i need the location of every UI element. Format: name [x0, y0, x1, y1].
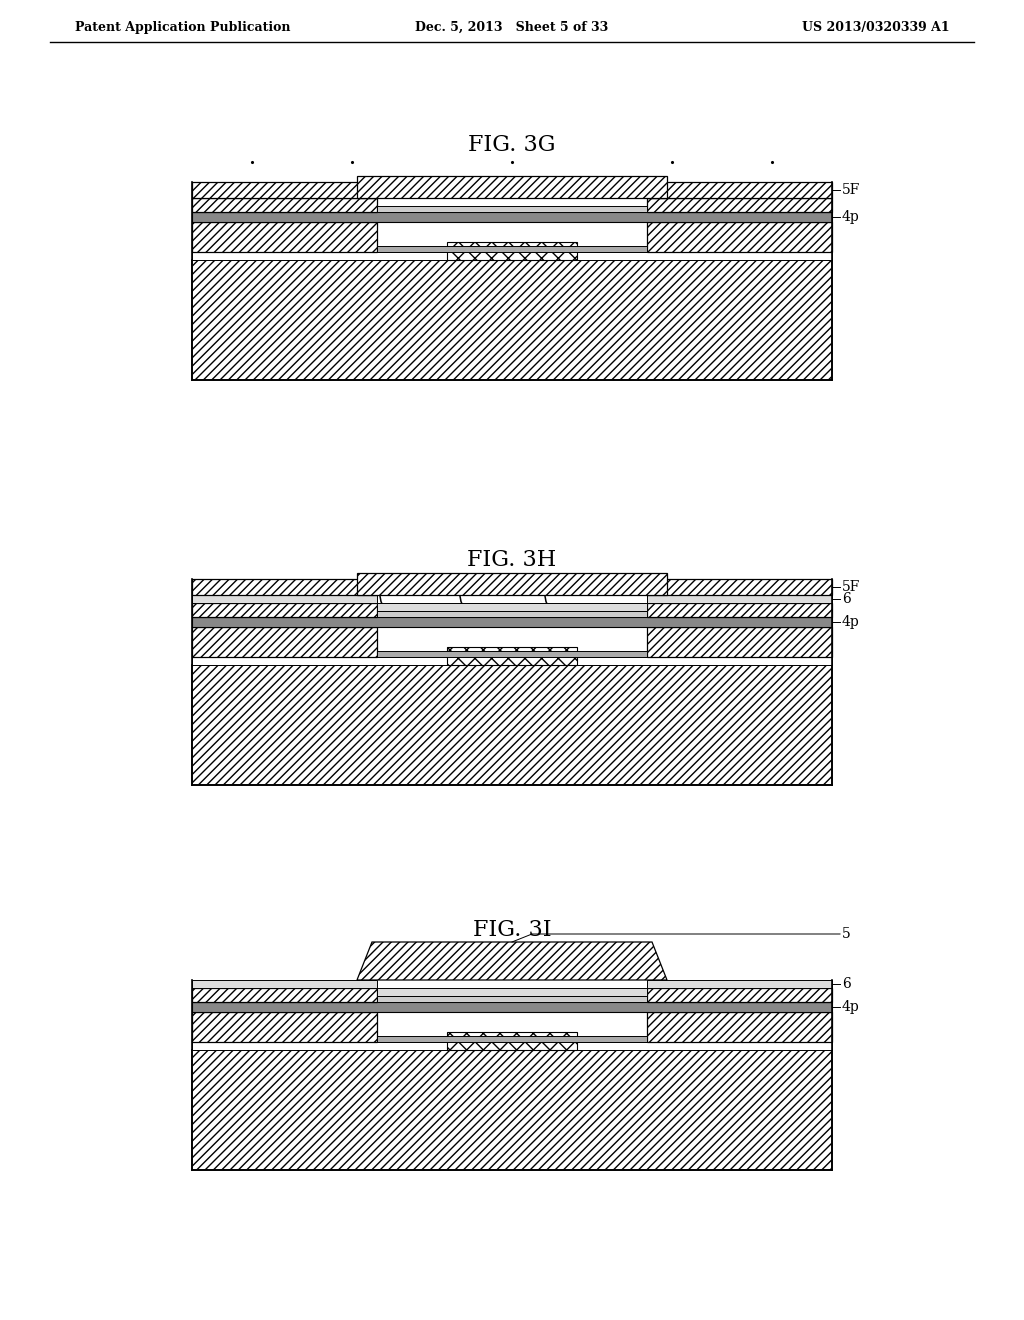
- Text: 4p: 4p: [842, 210, 860, 224]
- Bar: [193, 616, 831, 627]
- Bar: [647, 579, 831, 595]
- Text: Patent Application Publication: Patent Application Publication: [75, 21, 291, 33]
- Text: 6: 6: [842, 591, 851, 606]
- Bar: [193, 1012, 377, 1041]
- Bar: [357, 176, 667, 198]
- Text: 6: 6: [842, 977, 851, 991]
- Bar: [647, 627, 831, 657]
- Text: FIG. 3I: FIG. 3I: [473, 919, 551, 941]
- Bar: [193, 260, 831, 380]
- Bar: [647, 182, 831, 198]
- Bar: [647, 1012, 831, 1041]
- Bar: [647, 987, 831, 1002]
- Bar: [377, 611, 647, 616]
- Bar: [447, 242, 577, 260]
- Bar: [193, 657, 831, 665]
- Text: 5: 5: [842, 927, 851, 941]
- Text: FIG. 3G: FIG. 3G: [468, 135, 556, 156]
- Text: Dec. 5, 2013   Sheet 5 of 33: Dec. 5, 2013 Sheet 5 of 33: [416, 21, 608, 33]
- Bar: [647, 198, 831, 213]
- Bar: [377, 206, 647, 213]
- Bar: [377, 997, 647, 1002]
- Bar: [193, 222, 377, 252]
- Bar: [357, 573, 667, 595]
- Text: 4p: 4p: [842, 615, 860, 630]
- Bar: [377, 246, 647, 252]
- Bar: [193, 1049, 831, 1170]
- Bar: [193, 627, 377, 657]
- Bar: [193, 595, 377, 603]
- Bar: [193, 198, 377, 213]
- Bar: [377, 987, 647, 997]
- Text: 5F: 5F: [842, 579, 860, 594]
- Text: FIG. 3H: FIG. 3H: [467, 549, 557, 572]
- Bar: [647, 222, 831, 252]
- Text: 5F: 5F: [842, 183, 860, 197]
- Bar: [647, 979, 831, 987]
- Bar: [647, 603, 831, 616]
- Bar: [193, 1002, 831, 1012]
- Bar: [193, 252, 831, 260]
- Text: US 2013/0320339 A1: US 2013/0320339 A1: [803, 21, 950, 33]
- Bar: [377, 1036, 647, 1041]
- Bar: [447, 1032, 577, 1049]
- Bar: [447, 647, 577, 665]
- Bar: [377, 651, 647, 657]
- Bar: [377, 603, 647, 611]
- Bar: [193, 603, 377, 616]
- Bar: [193, 1041, 831, 1049]
- Bar: [193, 579, 377, 595]
- Bar: [647, 595, 831, 603]
- Text: 4p: 4p: [842, 1001, 860, 1014]
- Bar: [193, 213, 831, 222]
- Polygon shape: [357, 942, 667, 979]
- Bar: [193, 182, 377, 198]
- Bar: [193, 979, 377, 987]
- Bar: [193, 665, 831, 785]
- Bar: [193, 987, 377, 1002]
